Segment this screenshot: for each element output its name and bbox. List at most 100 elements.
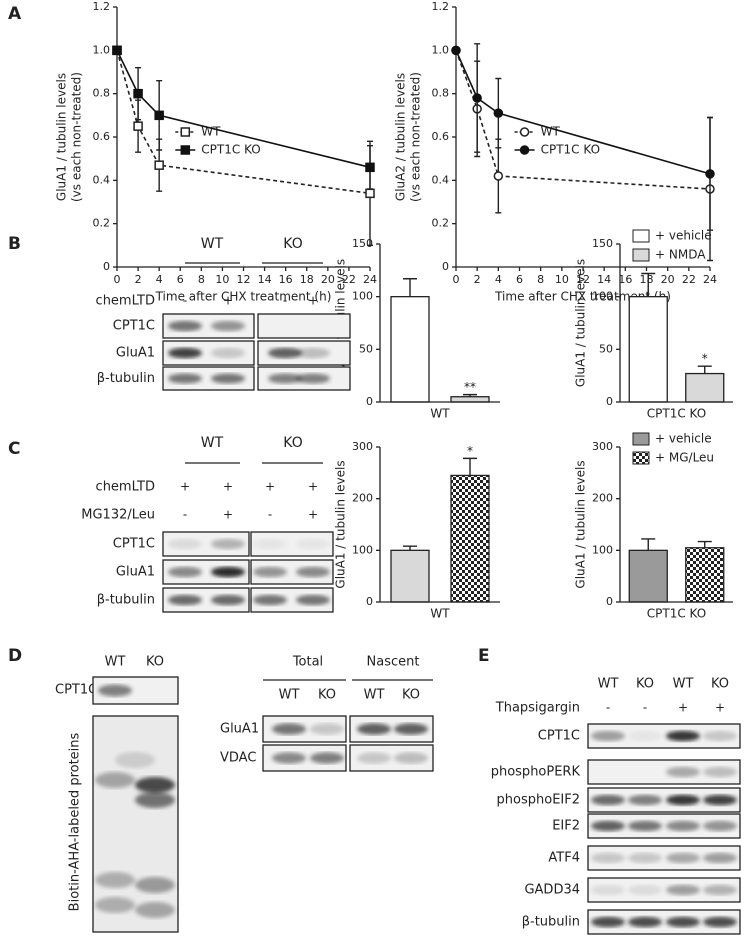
- y-tick-label: 150: [592, 237, 613, 250]
- x-tick-label: 12: [576, 273, 590, 286]
- error-bar: [641, 272, 656, 297]
- x-tick-label: 10: [215, 273, 229, 286]
- group-label: KO: [283, 236, 302, 252]
- x-tick-label: CPT1C KO: [647, 607, 706, 621]
- legend-marker: [519, 127, 530, 137]
- x-tick-label: 20: [321, 273, 335, 286]
- marker: [365, 188, 375, 199]
- blot-band: [394, 723, 428, 735]
- blot-band: [268, 373, 302, 384]
- legend-label: CPT1C KO: [541, 143, 600, 157]
- condition-mark: -: [268, 508, 272, 522]
- y-axis-label: GluA1 / tubulin levels: [334, 460, 348, 588]
- y-tick-label: 50: [599, 342, 613, 355]
- y-tick-label: 300: [352, 440, 373, 453]
- significance: *: [702, 352, 708, 366]
- y-tick-label: 0: [366, 595, 373, 608]
- row-label: β-tubulin: [522, 915, 580, 930]
- error-bar: [403, 545, 417, 551]
- x-tick-label: 2: [135, 273, 142, 286]
- blot-band: [591, 884, 625, 896]
- blot-band: [628, 884, 662, 896]
- blot-band: [296, 566, 330, 578]
- legend-marker: [180, 145, 191, 155]
- lane-label: KO: [318, 688, 336, 703]
- error-bar: [697, 365, 712, 374]
- row-label: EIF2: [552, 819, 580, 834]
- x-tick-label: 14: [258, 273, 272, 286]
- blot-band: [591, 916, 625, 928]
- y-tick-label: 0: [103, 260, 110, 273]
- blot-band: [394, 752, 428, 764]
- blot-band: [628, 820, 662, 832]
- blot-band: [168, 320, 202, 332]
- blot-band: [628, 794, 662, 806]
- panel-letter: B: [8, 234, 21, 254]
- x-tick-label: WT: [430, 407, 450, 421]
- blot-band: [168, 373, 202, 384]
- error-bar: [641, 538, 656, 551]
- row-label: GluA1: [220, 722, 259, 737]
- condition-mark: +: [223, 480, 233, 494]
- condition-label: MG132/Leu: [81, 508, 155, 523]
- blot-band: [211, 594, 245, 606]
- x-tick-label: 6: [177, 273, 184, 286]
- condition-mark: -: [183, 508, 187, 522]
- y-tick-label: 200: [592, 492, 613, 505]
- blot-band: [703, 766, 737, 778]
- blot-smear: [135, 792, 175, 808]
- blot-band: [703, 730, 737, 742]
- group-label: Total: [292, 655, 323, 670]
- x-tick-label: 24: [703, 273, 717, 286]
- row-label: VDAC: [220, 751, 256, 766]
- condition-mark: +: [223, 508, 233, 522]
- marker: [493, 108, 504, 118]
- y-tick-label: 0.4: [93, 173, 111, 186]
- blot-band: [310, 723, 344, 735]
- lane-label: KO: [402, 688, 420, 703]
- blot-smear: [135, 902, 175, 918]
- legend-label: + MG/Leu: [655, 451, 714, 465]
- y-axis-label: (vs each non-treated): [409, 72, 423, 202]
- blot-band: [168, 566, 202, 578]
- bar: [628, 296, 668, 403]
- y-tick-label: 100: [592, 290, 613, 303]
- legend-label: + NMDA: [655, 248, 706, 262]
- y-tick-label: 0.6: [93, 130, 111, 143]
- condition-mark: -: [643, 701, 647, 715]
- marker: [154, 160, 164, 170]
- side-label: Biotin-AHA-labeled proteins: [68, 732, 83, 911]
- blot-band: [253, 594, 287, 606]
- blot-band: [628, 730, 662, 742]
- blot-band: [703, 794, 737, 806]
- x-tick-label: 20: [661, 273, 675, 286]
- blot-band: [666, 852, 700, 864]
- bar: [628, 549, 668, 603]
- blot-band: [666, 820, 700, 832]
- blot-band: [168, 594, 202, 606]
- legend-swatch: [632, 229, 650, 243]
- marker: [154, 110, 164, 121]
- y-tick-label: 1.2: [93, 0, 111, 13]
- y-axis-label: GluA1 / tubulin levels: [574, 460, 588, 588]
- y-tick-label: 1.2: [432, 0, 450, 13]
- legend-swatch: [632, 248, 650, 262]
- condition-mark: +: [678, 701, 688, 715]
- condition-mark: +: [715, 701, 725, 715]
- x-tick-label: 2: [474, 273, 481, 286]
- blot-band: [703, 852, 737, 864]
- x-tick-label: 22: [682, 273, 696, 286]
- blot-band: [628, 916, 662, 928]
- x-tick-label: 4: [156, 273, 163, 286]
- blot-band: [253, 566, 287, 578]
- significance: **: [464, 380, 476, 394]
- x-tick-label: 4: [495, 273, 502, 286]
- blot-band: [357, 723, 391, 735]
- legend-label: WT: [201, 125, 221, 139]
- row-label: phosphoPERK: [491, 765, 581, 780]
- blot-band: [703, 820, 737, 832]
- condition-label: chemLTD: [96, 294, 155, 309]
- y-tick-label: 0: [606, 395, 613, 408]
- marker: [133, 121, 143, 131]
- blot-band: [296, 594, 330, 606]
